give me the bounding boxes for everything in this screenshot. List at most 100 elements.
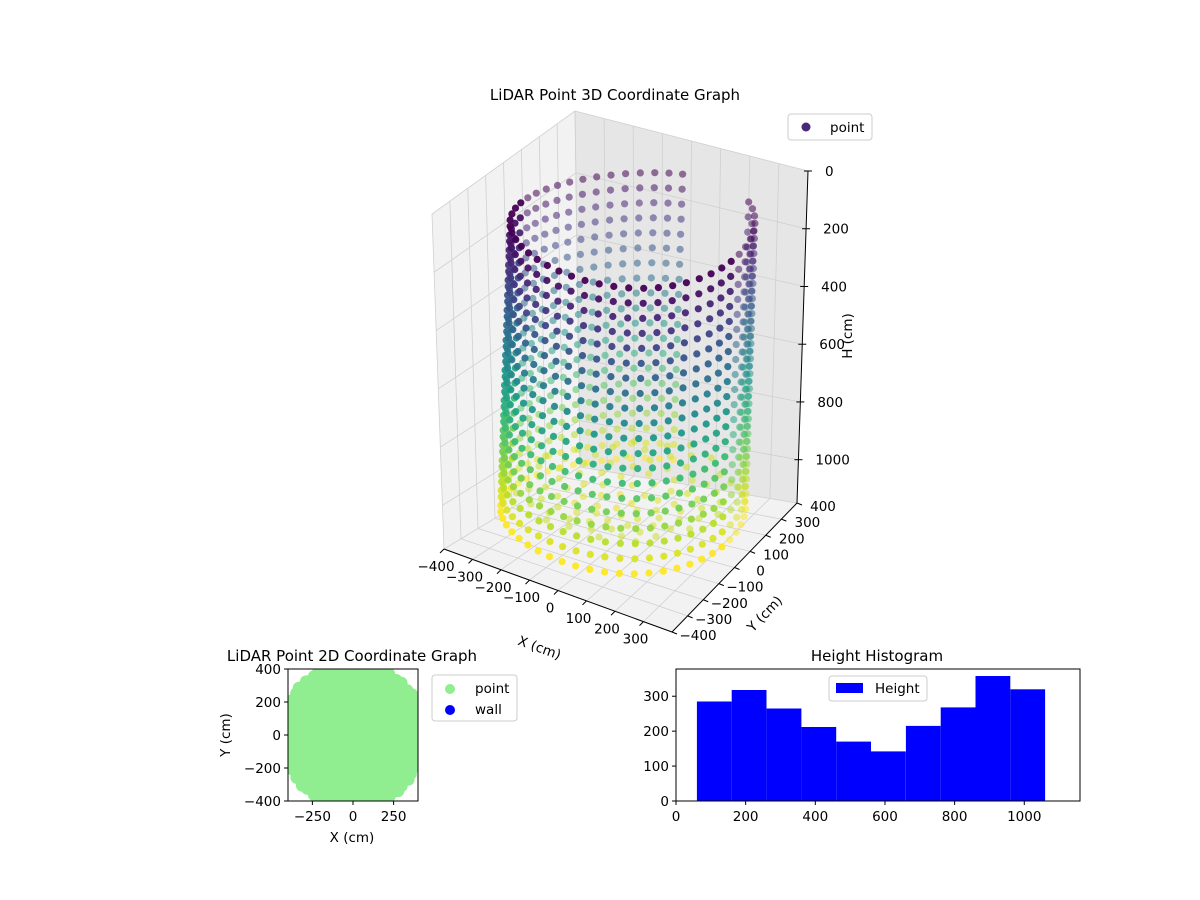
point-3d (564, 238, 572, 246)
point-3d (589, 278, 597, 286)
point-3d (532, 300, 540, 308)
point-3d (650, 184, 658, 192)
point-3d (644, 364, 653, 372)
point-3d (633, 274, 641, 282)
point-3d (559, 528, 567, 536)
legend-hist-frame (828, 675, 928, 702)
point-3d (511, 438, 519, 446)
point-3d (606, 216, 614, 224)
point-3d (632, 304, 640, 312)
y-tick-mark-3d (703, 599, 709, 603)
point-3d (739, 318, 747, 326)
point-3d (734, 295, 742, 303)
point-3d (674, 320, 682, 328)
point-3d (648, 464, 657, 472)
x-tick-mark-3d (468, 559, 473, 564)
point-3d (695, 290, 703, 298)
point-3d (508, 229, 516, 237)
point-3d (529, 294, 537, 302)
point-3d (504, 461, 512, 469)
point-3d (497, 508, 505, 516)
point-3d (648, 259, 656, 267)
point-3d (585, 413, 593, 421)
point-3d (636, 404, 644, 413)
point-3d (590, 248, 598, 256)
point-3d (721, 453, 729, 461)
point-3d (542, 185, 550, 193)
point-3d (663, 462, 671, 470)
y-tick-label-2d: 200 (255, 695, 281, 711)
point-3d (599, 426, 607, 435)
point-3d (681, 324, 689, 332)
point-3d (645, 470, 653, 478)
point-3d (574, 502, 582, 510)
point-3d (629, 379, 638, 387)
point-3d (660, 552, 668, 560)
point-3d (548, 477, 556, 486)
point-3d (636, 169, 644, 177)
point-3d (667, 327, 675, 335)
point-3d (620, 230, 628, 238)
point-3d (638, 344, 646, 352)
point-3d (677, 230, 685, 238)
point-3d (547, 507, 555, 516)
point-3d (551, 241, 560, 250)
point-3d (728, 461, 736, 469)
grid-y-floor (460, 538, 688, 617)
point-3d (706, 315, 714, 323)
point-3d (508, 341, 516, 349)
grid-y-left (467, 188, 479, 529)
point-3d (727, 491, 735, 499)
point-3d (530, 345, 538, 354)
point-3d (551, 387, 559, 395)
y-tick-label-2d: 400 (255, 662, 281, 678)
point-3d (646, 456, 654, 464)
point-3d (590, 445, 598, 453)
point-3d (621, 185, 629, 193)
histogram-bar (696, 701, 732, 801)
point-3d (680, 354, 688, 362)
point-3d (661, 507, 669, 515)
point-3d (511, 204, 520, 212)
scatter-2d-points (288, 669, 418, 801)
z-tick-label-3d: 0 (825, 164, 834, 180)
point-3d (619, 245, 627, 253)
point-3d (634, 229, 642, 237)
y-tick-mark-3d (734, 567, 740, 570)
point-2d (295, 779, 308, 792)
x-tick-label-2d: 250 (381, 809, 407, 825)
point-3d (502, 521, 510, 529)
point-3d (501, 439, 509, 447)
point-3d (741, 273, 749, 281)
y-axis-label-2d: Y (cm) (218, 713, 234, 758)
point-3d (631, 334, 639, 342)
point-3d (743, 407, 752, 416)
point-3d (598, 441, 606, 450)
point-3d (530, 249, 539, 257)
point-3d (575, 472, 583, 480)
point-3d (727, 506, 735, 514)
point-3d (510, 281, 518, 289)
point-3d (673, 335, 681, 343)
point-3d (616, 554, 624, 563)
point-3d (505, 431, 513, 439)
point-3d (694, 305, 702, 313)
point-3d (544, 467, 552, 475)
point-3d (733, 498, 741, 506)
point-3d (547, 392, 555, 400)
point-3d (572, 562, 580, 570)
point-3d (734, 468, 742, 476)
point-3d (669, 282, 677, 290)
point-3d (536, 487, 544, 495)
point-3d (602, 523, 610, 531)
point-3d (602, 321, 610, 329)
point-3d (518, 429, 527, 437)
point-2d (292, 681, 305, 694)
point-3d (649, 229, 657, 237)
point-3d (738, 363, 746, 371)
point-3d (600, 396, 608, 404)
point-3d (558, 558, 566, 566)
point-3d (615, 569, 624, 578)
point-3d (620, 419, 628, 427)
point-3d (691, 410, 699, 418)
